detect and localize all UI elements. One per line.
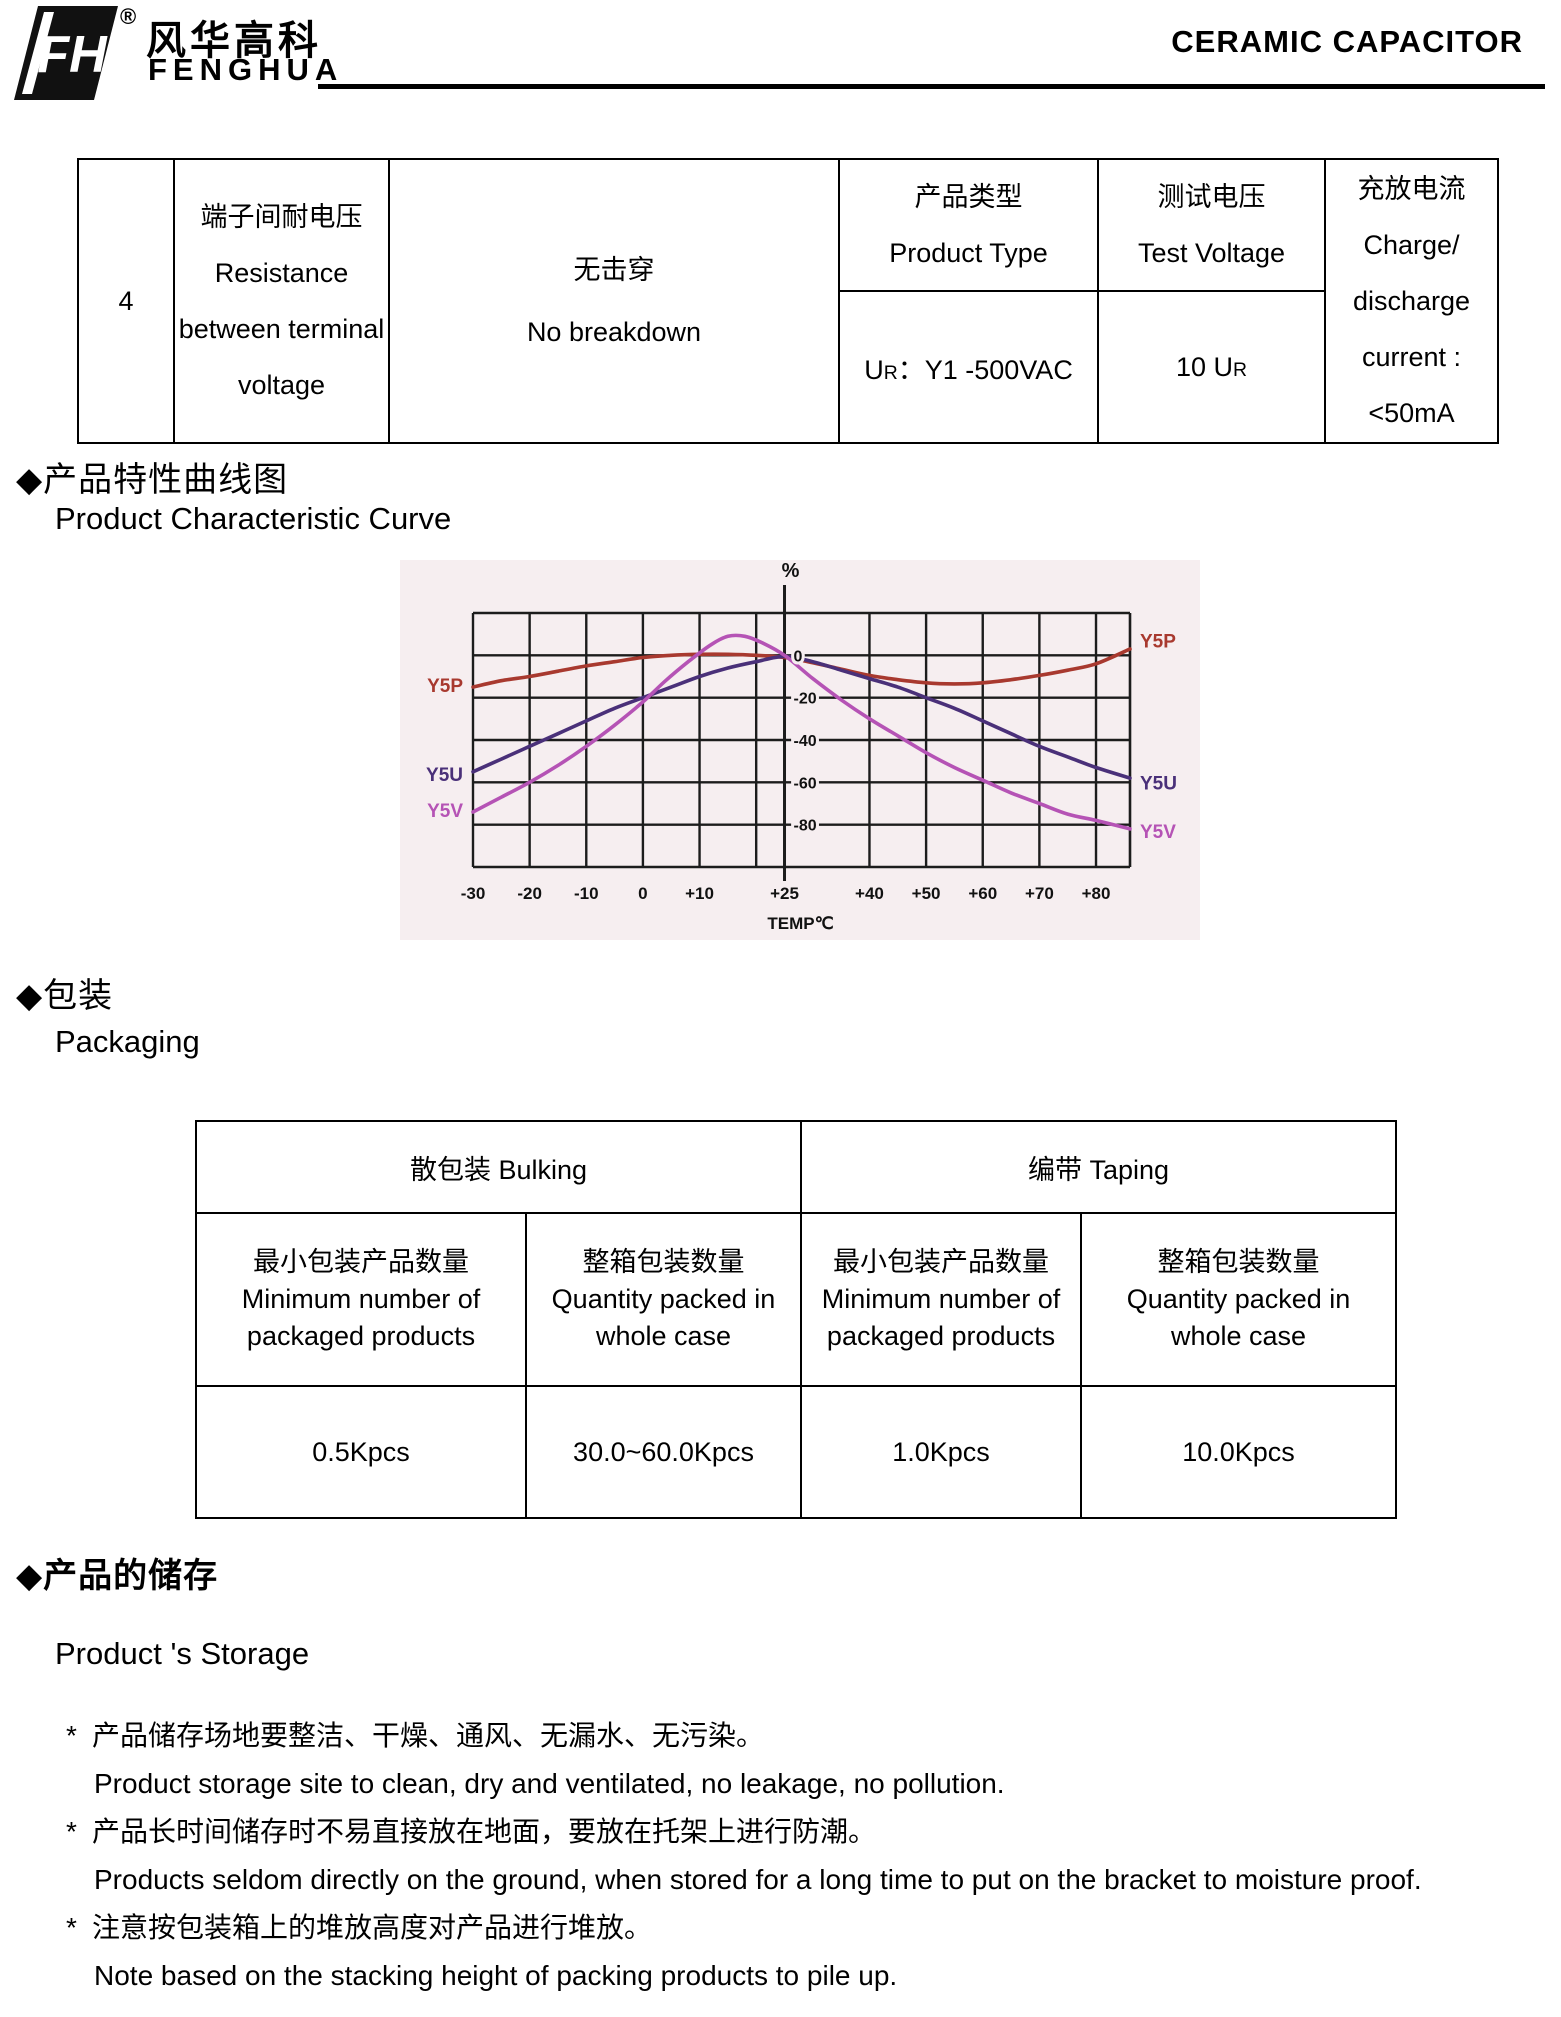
svg-text:+70: +70	[1025, 884, 1054, 903]
storage-note-zh: * 产品储存场地要整洁、干燥、通风、无漏水、无污染。	[66, 1712, 1526, 1760]
svg-text:+40: +40	[855, 884, 884, 903]
storage-note-zh: * 产品长时间储存时不易直接放在地面，要放在托架上进行防潮。	[66, 1808, 1526, 1856]
svg-text:TEMP℃: TEMP℃	[767, 914, 833, 933]
asterisk-marker: *	[66, 1816, 77, 1847]
header-rule	[318, 84, 1545, 89]
packaging-value-cell: 30.0~60.0Kpcs	[525, 1385, 802, 1519]
svg-text:+80: +80	[1082, 884, 1111, 903]
svg-text:+25: +25	[770, 884, 799, 903]
charge-current-cell: 充放电流 Charge/ discharge current : <50mA	[1324, 158, 1499, 444]
packaging-col-header: 最小包装产品数量 Minimum number of packaged prod…	[800, 1212, 1082, 1387]
company-name-zh: 风华高科	[146, 19, 322, 63]
storage-note-en: Note based on the stacking height of pac…	[94, 1960, 898, 1991]
section-heading-packaging-zh: ◆包装	[16, 977, 114, 1015]
registered-trademark-icon: ®	[120, 4, 137, 29]
test-result-cell: 无击穿 No breakdown	[388, 158, 840, 444]
storage-note-en: Product storage site to clean, dry and v…	[94, 1768, 1005, 1799]
svg-text:0: 0	[638, 884, 647, 903]
characteristic-curve-chart: Y5P Y5P Y5U Y5U Y5V Y5V 0 -20 -40 -60 -80 -30 -20 -10…	[400, 560, 1200, 940]
diamond-icon: ◆	[16, 1557, 44, 1595]
packaging-col-header: 整箱包装数量 Quantity packed in whole case	[1079, 1212, 1398, 1387]
section-heading-curve-en: Product Characteristic Curve	[55, 501, 452, 536]
svg-text:-30: -30	[461, 884, 486, 903]
svg-text:Y5P: Y5P	[427, 676, 463, 697]
storage-notes: * 产品储存场地要整洁、干燥、通风、无漏水、无污染。 Product storag…	[66, 1712, 1526, 2000]
fenghua-logo-icon: FH	[14, 6, 118, 100]
svg-text:Y5V: Y5V	[427, 801, 463, 822]
company-name-en: FENGHUA	[148, 52, 344, 87]
section-heading-storage-zh: ◆产品的储存	[16, 1557, 219, 1595]
svg-text:-60: -60	[794, 775, 817, 792]
packaging-col-header: 最小包装产品数量 Minimum number of packaged prod…	[195, 1212, 527, 1387]
section-heading-curve-zh: ◆产品特性曲线图	[16, 461, 289, 499]
svg-text:Y5P: Y5P	[1140, 632, 1176, 653]
packaging-value-cell: 1.0Kpcs	[800, 1385, 1082, 1519]
spec-table: 4 端子间耐电压 Resistance between terminal vol…	[77, 158, 1499, 444]
svg-text:0: 0	[794, 648, 803, 665]
diamond-icon: ◆	[16, 977, 44, 1015]
svg-text:+60: +60	[968, 884, 997, 903]
section-heading-packaging-en: Packaging	[55, 1024, 200, 1059]
packaging-group-bulking: 散包装 Bulking	[195, 1120, 802, 1214]
row-number-cell: 4	[77, 158, 175, 444]
svg-text:Y5V: Y5V	[1140, 822, 1176, 843]
asterisk-marker: *	[66, 1912, 77, 1943]
svg-text:-80: -80	[794, 818, 817, 835]
packaging-value-cell: 0.5Kpcs	[195, 1385, 527, 1519]
product-type-header-cell: 产品类型 Product Type	[838, 158, 1099, 292]
svg-text:%: %	[782, 560, 800, 582]
packaging-col-header: 整箱包装数量 Quantity packed in whole case	[525, 1212, 802, 1387]
diamond-icon: ◆	[16, 461, 44, 499]
svg-text:Y5U: Y5U	[426, 765, 463, 786]
asterisk-marker: *	[66, 1720, 77, 1751]
test-voltage-header-cell: 测试电压 Test Voltage	[1097, 158, 1326, 292]
svg-text:-40: -40	[794, 733, 817, 750]
svg-text:-20: -20	[517, 884, 542, 903]
document-title: CERAMIC CAPACITOR	[1171, 24, 1523, 59]
svg-text:+50: +50	[912, 884, 941, 903]
svg-text:Y5U: Y5U	[1140, 773, 1177, 794]
packaging-table: 散包装 Bulking 编带 Taping 最小包装产品数量 Minimum n…	[195, 1120, 1398, 1519]
svg-text:+10: +10	[685, 884, 714, 903]
logo-monogram-text: FH	[37, 26, 108, 84]
test-item-cell: 端子间耐电压 Resistance between terminal volta…	[173, 158, 390, 444]
packaging-group-taping: 编带 Taping	[799, 1120, 1398, 1214]
product-type-value-cell: UR：Y1 -500VAC	[838, 290, 1099, 444]
svg-text:-10: -10	[574, 884, 599, 903]
section-heading-storage-en: Product 's Storage	[55, 1636, 310, 1671]
test-voltage-value-cell: 10 UR	[1097, 290, 1326, 444]
storage-note-en: Products seldom directly on the ground, …	[94, 1864, 1422, 1895]
curve-chart-svg: Y5P Y5P Y5U Y5U Y5V Y5V 0 -20 -40 -60 -80 -30 -20 -10…	[400, 560, 1200, 940]
svg-text:-20: -20	[794, 691, 817, 708]
packaging-value-cell: 10.0Kpcs	[1079, 1385, 1398, 1519]
storage-note-zh: * 注意按包装箱上的堆放高度对产品进行堆放。	[66, 1904, 1526, 1952]
